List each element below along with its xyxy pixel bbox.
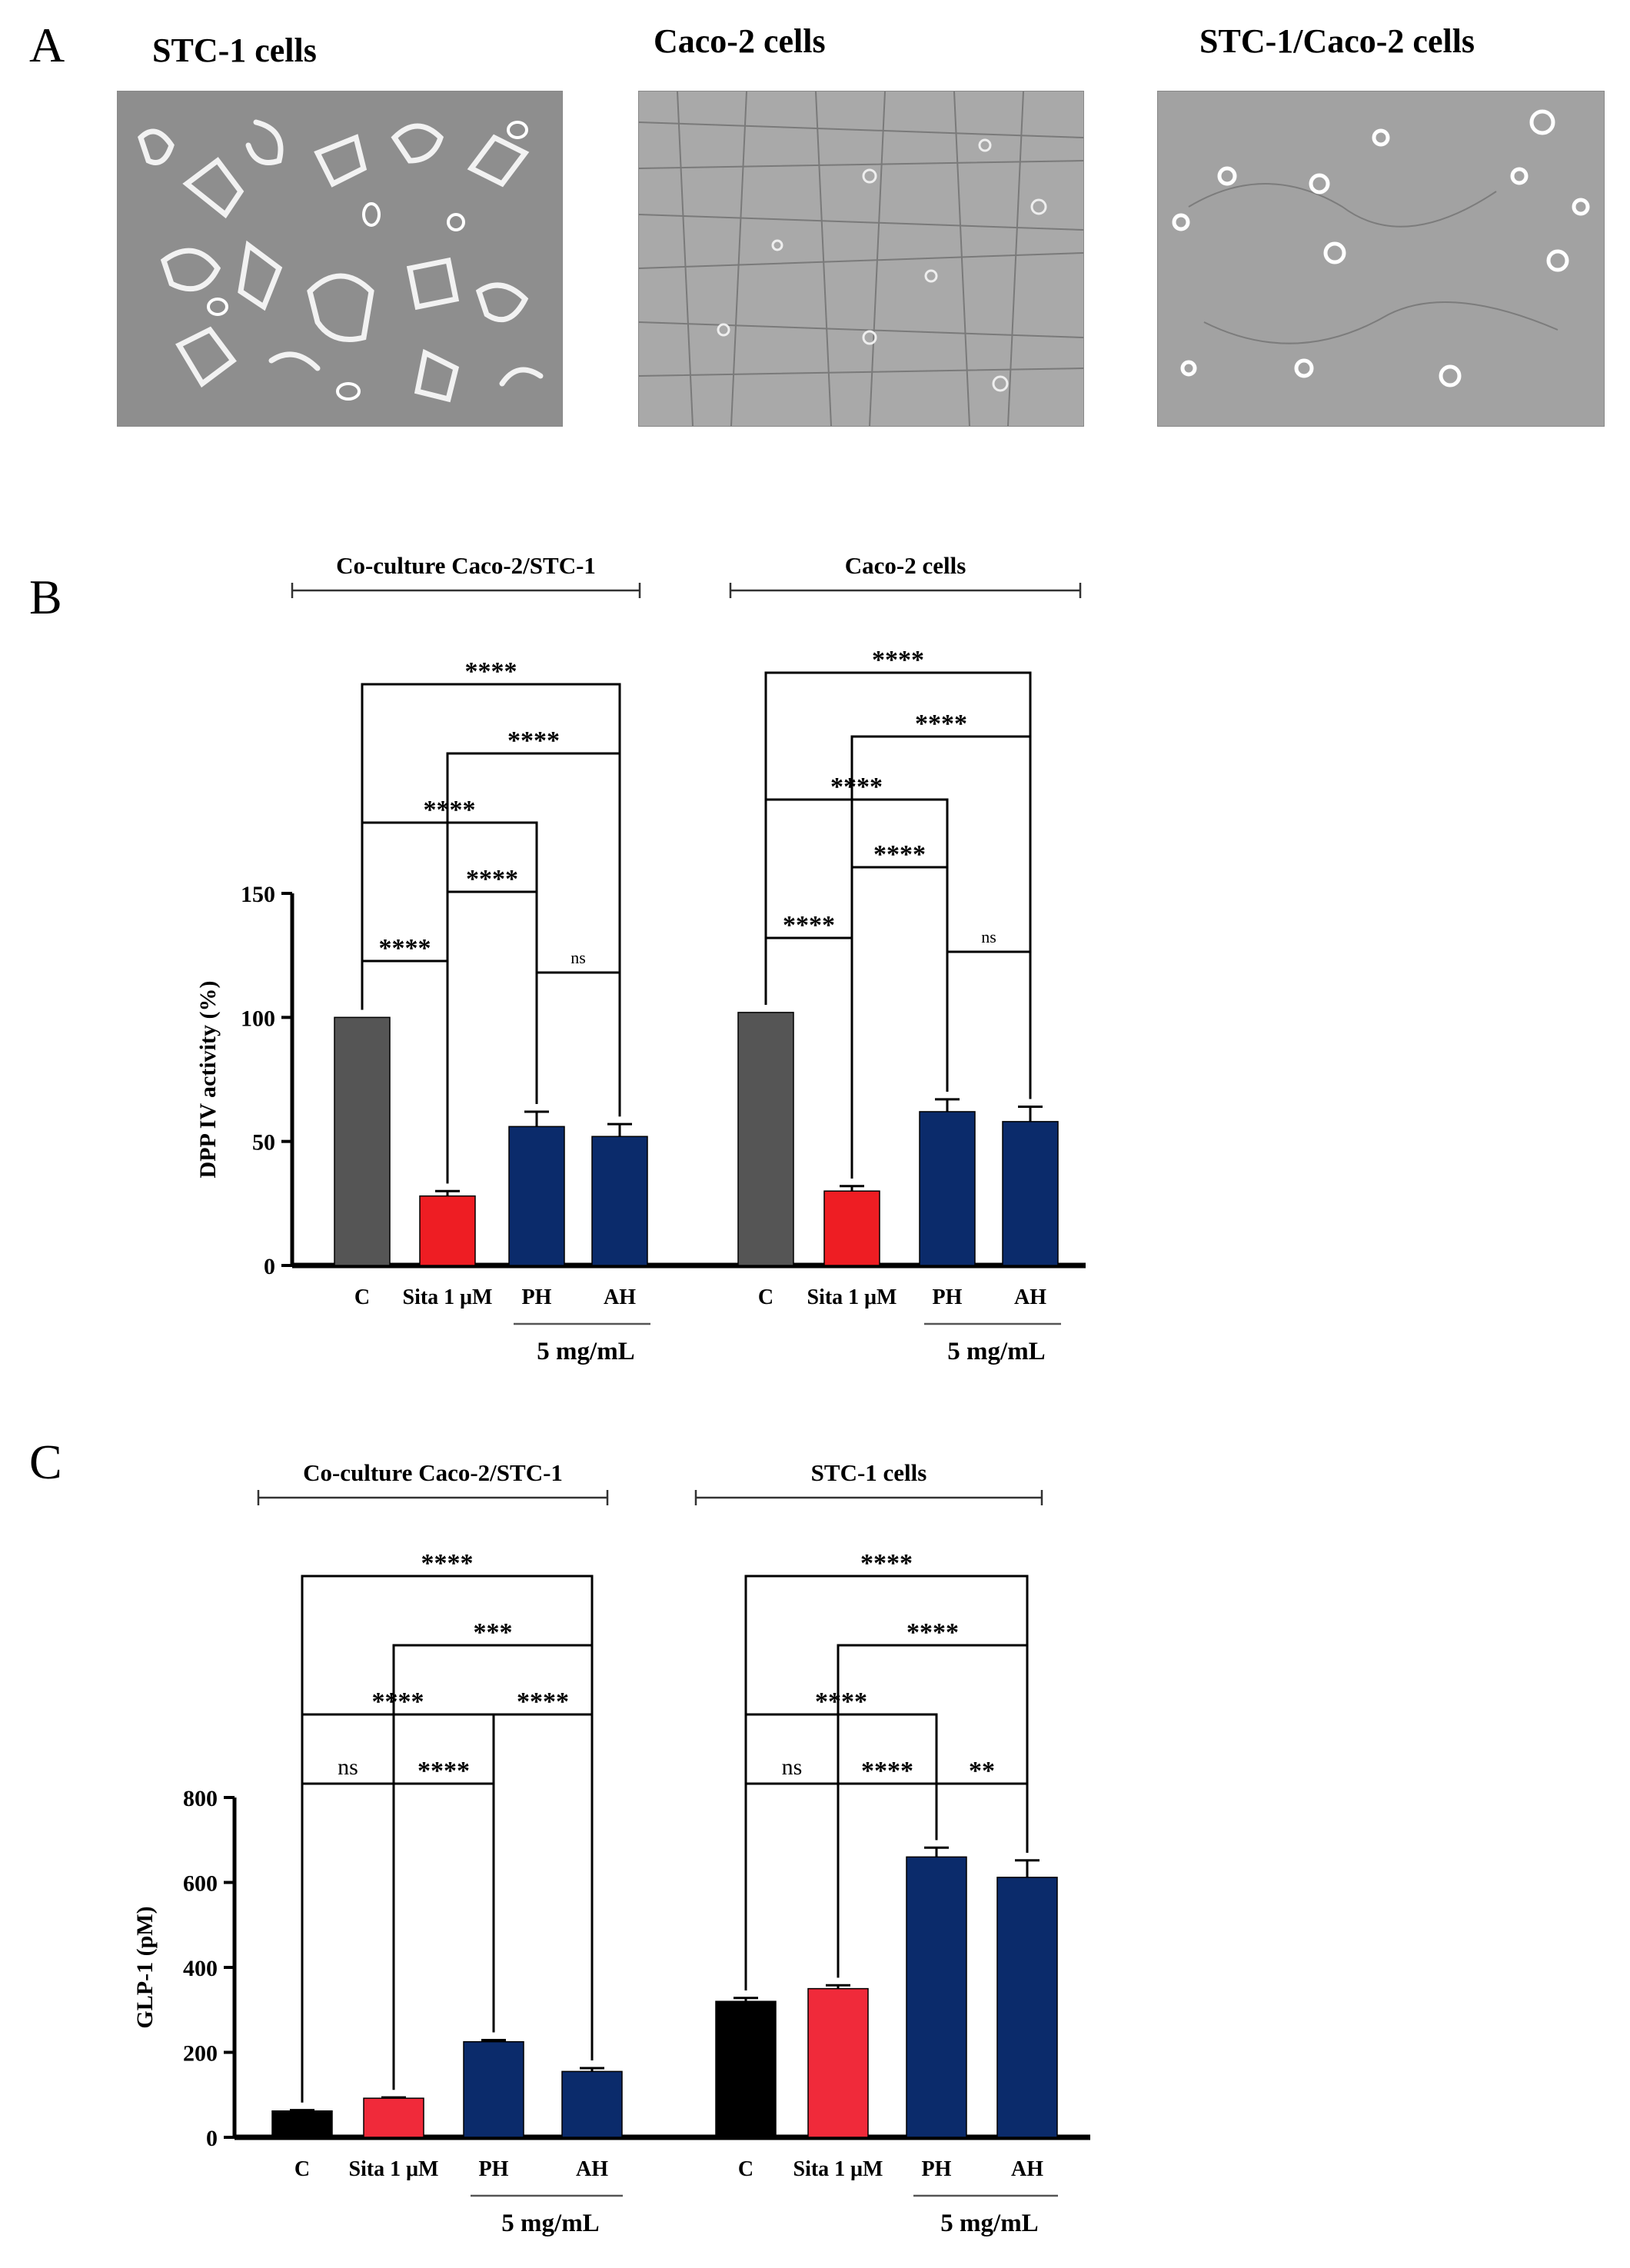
significance-bracket — [392, 1782, 495, 2090]
group-title: STC-1 cells — [811, 1459, 927, 1486]
y-tick-label: 200 — [183, 2041, 218, 2067]
x-tick-label: Sita 1 μM — [807, 1285, 897, 1309]
panel-label-b: B — [29, 570, 62, 624]
significance-label: **** — [915, 710, 967, 738]
group-title: Co-culture Caco-2/STC-1 — [336, 552, 596, 579]
bar — [561, 2070, 623, 2138]
dose-label: 5 mg/mL — [947, 1338, 1045, 1365]
x-tick-label: PH — [933, 1285, 963, 1309]
significance-label: ns — [782, 1754, 803, 1780]
y-tick-label: 800 — [183, 1786, 218, 1811]
significance-bracket — [301, 1782, 395, 2103]
significance-bracket — [361, 959, 449, 1184]
panel-label-c: C — [29, 1435, 62, 1489]
dpp4-bar-chart: 0 50 100 150 DPP IV activity (%) Co-culture C… — [195, 552, 1086, 1365]
bar — [823, 1190, 880, 1266]
significance-bracket — [535, 971, 621, 1117]
significance-label: *** — [474, 1618, 513, 1647]
bar — [906, 1856, 967, 2138]
significance-bracket — [301, 1575, 594, 2103]
significance-label: ns — [338, 1754, 358, 1780]
x-tick-label: AH — [1014, 1285, 1046, 1309]
significance-label: ns — [570, 948, 586, 967]
significance-bracket — [744, 1782, 840, 1990]
x-tick-label: PH — [522, 1285, 552, 1309]
significance-label: **** — [830, 773, 883, 801]
significance-label: **** — [424, 796, 476, 824]
x-tick-label: PH — [479, 2157, 509, 2181]
bar — [419, 1195, 476, 1266]
significance-bracket — [946, 950, 1032, 1099]
significance-label: ** — [969, 1757, 995, 1785]
y-tick-label: 0 — [264, 1254, 275, 1279]
significance-label: **** — [372, 1688, 424, 1716]
micrograph-coculture-image — [1157, 91, 1605, 427]
significance-label: **** — [466, 865, 518, 893]
x-tick-label: C — [354, 1285, 370, 1309]
significance-bracket — [935, 1782, 1029, 1853]
significance-label: **** — [872, 646, 924, 674]
bar — [463, 2040, 524, 2138]
dose-label: 5 mg/mL — [501, 2210, 599, 2237]
bar — [1002, 1121, 1059, 1266]
micrograph-title-coculture: STC-1/Caco-2 cells — [1199, 22, 1475, 60]
significance-label: **** — [417, 1757, 470, 1785]
bar — [271, 2110, 333, 2138]
y-axis-title: DPP IV activity (%) — [195, 981, 221, 1179]
significance-label: **** — [507, 727, 560, 755]
significance-label: **** — [421, 1549, 474, 1578]
group-title: Co-culture Caco-2/STC-1 — [303, 1459, 563, 1486]
significance-label: **** — [783, 911, 835, 939]
bar — [363, 2097, 424, 2138]
panel-label-a: A — [29, 18, 65, 72]
significance-label: **** — [379, 934, 431, 963]
y-tick-label: 0 — [206, 2126, 218, 2151]
bar — [807, 1987, 869, 2138]
significance-label: **** — [861, 1757, 913, 1785]
x-tick-label: Sita 1 μM — [793, 2157, 883, 2181]
x-tick-label: Sita 1 μM — [349, 2157, 439, 2181]
significance-bracket — [492, 1713, 594, 2060]
x-tick-label: Sita 1 μM — [403, 1285, 493, 1309]
significance-bracket — [764, 936, 853, 1179]
y-tick-label: 50 — [252, 1130, 275, 1156]
glp1-bar-chart: 0 200 400 600 800 GLP-1 (pM) Co-culture Caco-2… — [132, 1459, 1090, 2237]
y-axis-title: GLP-1 (pM) — [132, 1906, 158, 2028]
group-title: Caco-2 cells — [845, 552, 966, 579]
significance-label: ns — [981, 927, 996, 946]
x-tick-label: C — [758, 1285, 773, 1309]
x-tick-label: C — [294, 2157, 310, 2181]
bar — [715, 2000, 777, 2138]
bar — [919, 1111, 976, 1266]
micrograph-title-caco2: Caco-2 cells — [654, 22, 826, 60]
x-tick-label: AH — [604, 1285, 636, 1309]
significance-label: **** — [517, 1688, 569, 1716]
bar — [737, 1012, 794, 1266]
y-tick-label: 600 — [183, 1871, 218, 1897]
micrograph-caco2-image — [638, 91, 1084, 427]
dose-label: 5 mg/mL — [537, 1338, 634, 1365]
bar — [591, 1136, 648, 1266]
x-tick-label: AH — [1011, 2157, 1043, 2181]
x-tick-label: PH — [922, 2157, 952, 2181]
y-tick-label: 100 — [241, 1006, 275, 1031]
significance-bracket — [361, 683, 621, 1117]
y-tick-label: 150 — [241, 882, 275, 907]
significance-label: **** — [873, 840, 926, 869]
significance-label: **** — [465, 657, 517, 686]
bar — [508, 1126, 565, 1266]
y-tick-label: 400 — [183, 1956, 218, 1981]
dose-label: 5 mg/mL — [940, 2210, 1038, 2237]
significance-label: **** — [815, 1688, 867, 1716]
bar — [334, 1016, 391, 1266]
bar — [996, 1877, 1058, 2138]
micrograph-stc1-image — [117, 91, 563, 427]
significance-label: **** — [906, 1618, 959, 1647]
micrograph-title-stc1: STC-1 cells — [152, 32, 317, 69]
x-tick-label: C — [738, 2157, 753, 2181]
x-tick-label: AH — [576, 2157, 608, 2181]
significance-label: **** — [860, 1549, 913, 1578]
